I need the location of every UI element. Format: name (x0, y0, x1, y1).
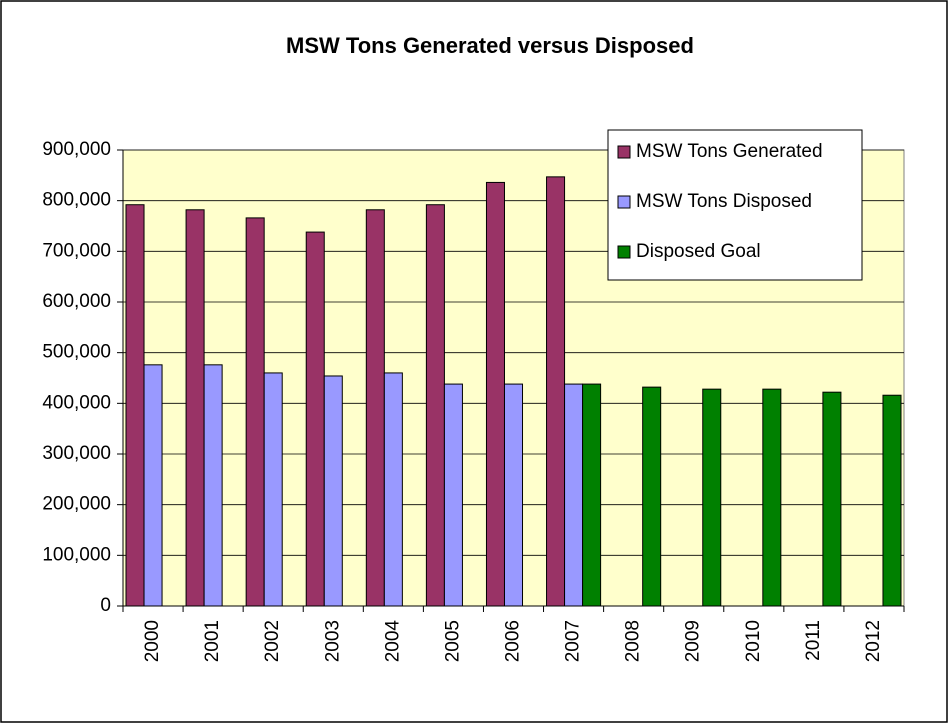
legend-swatch (617, 145, 631, 159)
y-tick-label: 100,000 (42, 544, 111, 565)
bar (383, 372, 403, 607)
legend-label: MSW Tons Disposed (636, 191, 812, 212)
x-tick-label: 2011 (803, 620, 824, 661)
legend-label: Disposed Goal (636, 241, 761, 262)
bar (245, 217, 265, 607)
bar (642, 386, 662, 607)
bar (443, 383, 463, 607)
y-tick-label: 0 (100, 595, 111, 616)
bar (365, 209, 385, 607)
y-tick-label: 500,000 (42, 342, 111, 363)
bar (125, 204, 145, 607)
x-tick-label: 2007 (563, 620, 584, 662)
y-tick-label: 800,000 (42, 190, 111, 211)
bar (762, 388, 782, 607)
bar (263, 372, 283, 607)
x-tick-label: 2004 (382, 620, 403, 663)
x-tick-label: 2008 (623, 620, 644, 662)
y-tick-label: 400,000 (42, 392, 111, 413)
legend-swatch (617, 195, 631, 209)
bar (822, 391, 842, 607)
bar (185, 209, 205, 607)
bar (546, 176, 566, 607)
bar (203, 364, 223, 607)
bar (564, 383, 584, 607)
x-tick-label: 2009 (683, 620, 704, 662)
x-tick-label: 2005 (442, 620, 463, 662)
y-tick-label: 600,000 (42, 291, 111, 312)
bar (305, 231, 325, 607)
bar (702, 388, 722, 607)
y-tick-label: 300,000 (42, 443, 111, 464)
bar (582, 383, 602, 607)
x-tick-label: 2001 (202, 620, 223, 662)
bar (485, 181, 505, 607)
x-tick-label: 2012 (863, 620, 884, 662)
chart-title: MSW Tons Generated versus Disposed (286, 33, 694, 58)
bar (882, 394, 902, 607)
y-tick-label: 700,000 (42, 240, 111, 261)
bar (323, 375, 343, 607)
x-tick-label: 2006 (503, 620, 524, 662)
x-tick-label: 2010 (743, 620, 764, 662)
legend-label: MSW Tons Generated (636, 141, 823, 162)
bar (143, 364, 163, 607)
legend-box (607, 129, 863, 281)
y-tick-label: 200,000 (42, 494, 111, 515)
legend-swatch (617, 245, 631, 259)
y-tick-label: 900,000 (42, 139, 111, 160)
x-tick-label: 2002 (262, 620, 283, 662)
x-tick-label: 2003 (322, 620, 343, 662)
bar (425, 204, 445, 607)
bar (503, 383, 524, 607)
x-tick-label: 2000 (142, 620, 163, 662)
